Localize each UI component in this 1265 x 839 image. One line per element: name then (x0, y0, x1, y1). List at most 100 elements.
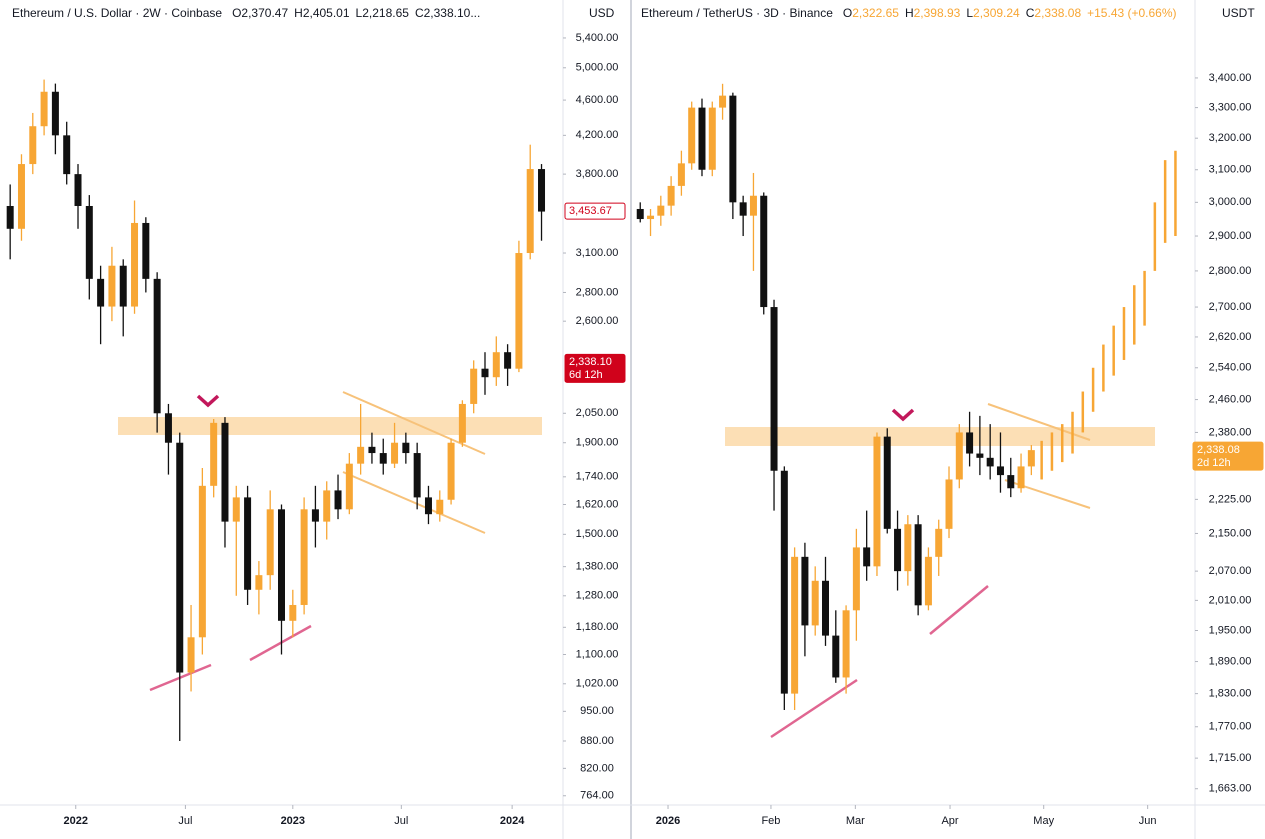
x-tick-label: Jun (1139, 815, 1157, 827)
candle-body (29, 126, 37, 165)
price-badge (564, 202, 626, 220)
candle-body (842, 610, 850, 678)
candle-body (863, 547, 871, 567)
candle-body (976, 453, 984, 458)
price-badge-countdown: 6d 12h (569, 369, 603, 381)
ohlc-key: H (905, 6, 914, 20)
candle-body (153, 278, 161, 414)
candle-body (801, 556, 809, 626)
trend-line (770, 678, 858, 739)
y-tick-label: 2,600.00 (576, 315, 619, 327)
y-tick-label: 820.00 (580, 762, 614, 774)
candle-body (515, 253, 523, 369)
candle-body (6, 205, 14, 229)
y-tick-label: 1,663.00 (1209, 783, 1252, 795)
candle-body (51, 91, 59, 136)
y-tick-label: 2,150.00 (1209, 527, 1252, 539)
candle-body (413, 453, 421, 498)
candle-body (1027, 450, 1035, 467)
ohlc-key: H (294, 6, 303, 20)
x-tick-label: May (1033, 815, 1054, 827)
candle-body (458, 403, 466, 443)
candle-body (935, 528, 943, 557)
y-tick-label: 1,830.00 (1209, 688, 1252, 700)
chart-title: Ethereum / TetherUS · 3D · Binance (641, 6, 833, 20)
candle-body (852, 547, 860, 611)
x-tick-label: 2026 (656, 815, 680, 827)
candle-body (221, 422, 229, 522)
ohlc-value: 2,338.08 (1034, 6, 1081, 20)
candle-body (821, 580, 829, 636)
price-change: +15.43 (+0.66%) (1087, 6, 1176, 20)
candle-body (1007, 475, 1015, 489)
x-tick-label: Jul (178, 815, 192, 827)
y-tick-label: 5,000.00 (576, 62, 619, 74)
y-tick-label: 2,800.00 (576, 286, 619, 298)
y-tick-label: 4,200.00 (576, 129, 619, 141)
candle-body (17, 164, 25, 229)
candle-body (657, 205, 665, 216)
candle-body (504, 352, 512, 369)
x-tick-label: Jul (394, 815, 408, 827)
x-tick-label: Apr (941, 815, 958, 827)
candle-body (198, 485, 206, 638)
candle-body (300, 509, 308, 605)
candle-body (667, 185, 675, 206)
candle-body (391, 442, 399, 464)
y-tick-label: 2,900.00 (1209, 230, 1252, 242)
candle-body (492, 352, 500, 378)
y-tick-label: 1,900.00 (576, 437, 619, 449)
y-tick-label: 1,020.00 (576, 678, 619, 690)
candle-body (698, 107, 706, 170)
axis-label: USD (589, 6, 615, 20)
candle-body (108, 265, 116, 307)
candle-body (424, 497, 432, 515)
price-badge (564, 353, 626, 383)
candle-body (708, 107, 716, 170)
x-tick-label: Feb (761, 815, 780, 827)
candle-body (232, 497, 240, 522)
ohlc-value: 2,309.24 (973, 6, 1020, 20)
candle-body (278, 509, 285, 621)
channel-line (342, 471, 486, 534)
y-tick-label: 2,800.00 (1209, 265, 1252, 277)
ohlc-value: 2,398.93 (914, 6, 961, 20)
chart-title: Ethereum / U.S. Dollar · 2W · Coinbase (12, 6, 222, 20)
candle-body (85, 205, 93, 279)
y-tick-label: 3,800.00 (576, 168, 619, 180)
y-tick-label: 2,540.00 (1209, 362, 1252, 374)
candle-body (244, 497, 252, 590)
ohlc-key: O (843, 6, 852, 20)
price-badge-countdown: 2d 12h (1197, 457, 1231, 469)
candle-body (719, 95, 727, 108)
chevron (196, 394, 220, 408)
ohlc-value: 2,405.01 (303, 6, 350, 20)
candle-body (402, 442, 410, 454)
x-tick-label: Mar (846, 815, 865, 827)
x-tick-label: 2022 (64, 815, 88, 827)
candle-body (74, 174, 82, 206)
candle-body (164, 413, 172, 443)
candle-body (883, 436, 891, 529)
candle-body (345, 463, 353, 510)
candle-body (187, 637, 195, 673)
candle-body (526, 169, 534, 254)
resistance-zone (118, 417, 542, 435)
y-tick-label: 2,050.00 (576, 407, 619, 419)
ohlc-value: 2,338.10... (424, 6, 481, 20)
candle-body (955, 432, 963, 480)
y-tick-label: 950.00 (580, 705, 614, 717)
y-tick-label: 3,400.00 (1209, 72, 1252, 84)
candle-body (538, 169, 546, 212)
channel-line (342, 391, 486, 455)
y-tick-label: 5,400.00 (576, 32, 619, 44)
candle-body (142, 222, 150, 279)
candle-body (289, 604, 297, 621)
candle-body (832, 635, 840, 678)
ohlc-key: L (966, 6, 973, 20)
candle-body (914, 524, 922, 606)
y-tick-label: 1,380.00 (576, 561, 619, 573)
x-tick-label: 2024 (500, 815, 525, 827)
y-tick-label: 2,070.00 (1209, 565, 1252, 577)
